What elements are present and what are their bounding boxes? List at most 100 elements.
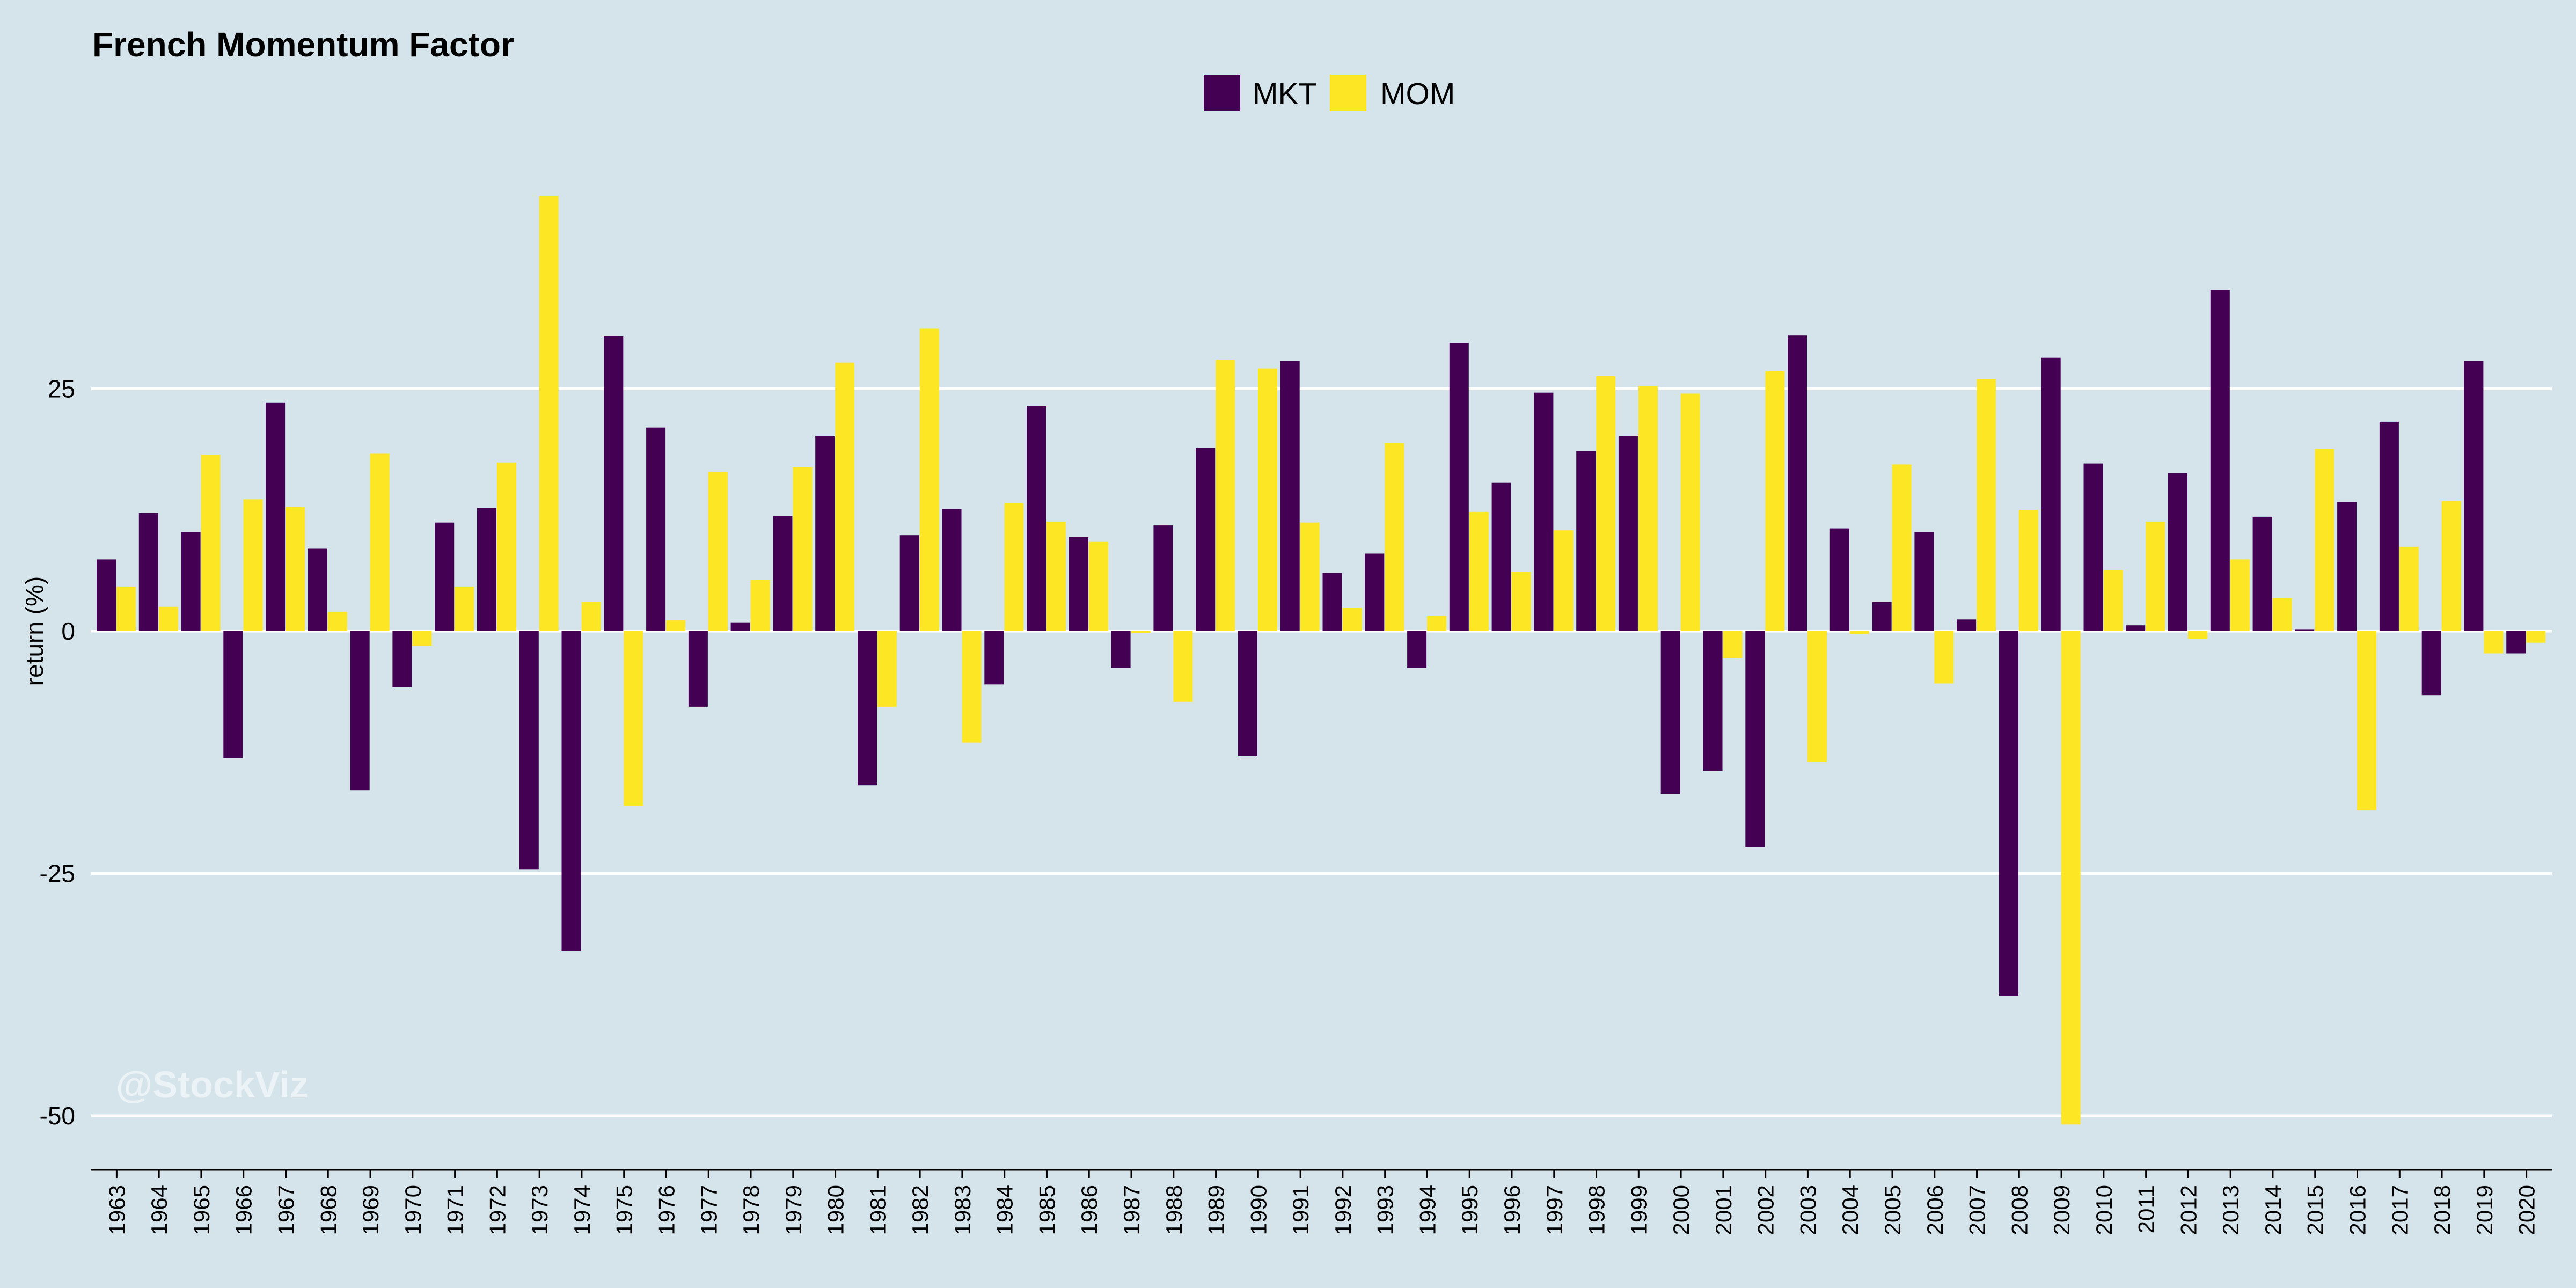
x-tick-label: 2004 xyxy=(1838,1185,1863,1235)
bar-mkt-2002 xyxy=(1745,631,1765,847)
legend-label-mom: MOM xyxy=(1380,77,1455,111)
bar-mkt-1992 xyxy=(1322,573,1342,631)
bar-mkt-1965 xyxy=(181,532,201,631)
bar-mom-1966 xyxy=(243,499,263,631)
bar-mom-1972 xyxy=(497,462,516,631)
bar-mom-2018 xyxy=(2441,501,2461,631)
x-tick-label: 1969 xyxy=(358,1185,383,1235)
x-tick-label: 1998 xyxy=(1584,1185,1609,1235)
bar-mkt-1985 xyxy=(1027,406,1046,631)
bar-mom-2008 xyxy=(2018,510,2038,632)
bar-mkt-1997 xyxy=(1534,392,1554,631)
bar-mom-1986 xyxy=(1088,541,1108,631)
bar-mom-1976 xyxy=(666,620,686,631)
x-tick-label: 1992 xyxy=(1330,1185,1356,1235)
x-tick-label: 1994 xyxy=(1415,1185,1440,1235)
bar-mom-1973 xyxy=(539,196,559,632)
bar-mkt-1979 xyxy=(773,516,793,631)
x-tick-label: 2019 xyxy=(2472,1185,2497,1235)
x-axis: 1963 1964 1965 1966 1967 1968 1969 1970 1971 1972… xyxy=(91,1169,2552,1235)
bar-mkt-2020 xyxy=(2506,631,2526,654)
bar-mom-1977 xyxy=(708,472,728,631)
bar-mom-1967 xyxy=(286,507,305,631)
x-tick-label: 1976 xyxy=(654,1185,679,1235)
bar-mkt-1998 xyxy=(1576,451,1596,631)
bar-mom-2005 xyxy=(1892,464,1912,631)
bar-mkt-2001 xyxy=(1703,631,1723,771)
bar-mom-1984 xyxy=(1004,503,1024,631)
bar-mom-2017 xyxy=(2399,546,2419,631)
bar-mkt-2008 xyxy=(1999,631,2018,996)
x-tick-label: 2006 xyxy=(1922,1185,1948,1235)
x-tick-label: 1986 xyxy=(1077,1185,1102,1235)
x-tick-label: 1987 xyxy=(1119,1185,1144,1235)
bar-mom-1968 xyxy=(327,611,347,631)
bar-mkt-1987 xyxy=(1111,631,1131,668)
bar-mkt-2003 xyxy=(1788,335,1807,631)
bar-mom-2007 xyxy=(1977,379,1996,631)
x-tick-label: 1999 xyxy=(1626,1185,1651,1235)
bar-mkt-2010 xyxy=(2083,463,2103,631)
bar-mkt-1968 xyxy=(308,548,327,631)
bars xyxy=(97,196,2546,1125)
x-tick-label: 1993 xyxy=(1373,1185,1398,1235)
x-tick-label: 1988 xyxy=(1161,1185,1187,1235)
bar-mom-1978 xyxy=(750,580,770,631)
bar-mom-1974 xyxy=(581,602,601,631)
legend: MKT MOM xyxy=(1204,75,1455,111)
x-tick-label: 2015 xyxy=(2303,1185,2328,1235)
bar-mkt-2018 xyxy=(2421,631,2441,696)
bar-mom-2002 xyxy=(1765,371,1785,631)
x-tick-label: 2017 xyxy=(2387,1185,2412,1235)
bar-mkt-1972 xyxy=(477,508,496,631)
x-tick-label: 1989 xyxy=(1204,1185,1229,1235)
bar-mkt-1999 xyxy=(1618,436,1638,631)
bar-mom-2000 xyxy=(1680,393,1700,631)
bar-mom-1987 xyxy=(1131,631,1151,633)
x-tick-label: 2010 xyxy=(2091,1185,2117,1235)
bar-mkt-1978 xyxy=(730,622,750,631)
bar-mkt-2015 xyxy=(2295,629,2315,631)
bar-mom-1998 xyxy=(1596,376,1616,631)
x-tick-label: 1966 xyxy=(231,1185,257,1235)
x-tick-label: 2011 xyxy=(2134,1185,2159,1233)
bar-mkt-2000 xyxy=(1660,631,1680,794)
x-tick-label: 1997 xyxy=(1542,1185,1567,1235)
bar-mom-1990 xyxy=(1258,368,1277,631)
bar-mkt-2013 xyxy=(2210,290,2230,631)
bar-mkt-1983 xyxy=(942,509,962,631)
x-tick-label: 2009 xyxy=(2049,1185,2074,1235)
bar-mkt-1995 xyxy=(1449,343,1469,631)
bar-mkt-1966 xyxy=(223,631,243,758)
bar-mkt-2017 xyxy=(2379,421,2399,631)
bar-mom-2003 xyxy=(1807,631,1827,762)
bar-mkt-1989 xyxy=(1196,448,1216,631)
x-tick-label: 1967 xyxy=(274,1185,299,1235)
x-tick-label: 2012 xyxy=(2176,1185,2201,1235)
x-tick-label: 2003 xyxy=(1795,1185,1820,1235)
bar-mom-1985 xyxy=(1046,521,1066,631)
bar-mom-2012 xyxy=(2188,631,2207,639)
x-tick-label: 1964 xyxy=(147,1185,172,1235)
x-tick-label: 2007 xyxy=(1965,1185,1990,1235)
bar-mkt-1986 xyxy=(1069,537,1088,631)
bar-mom-1995 xyxy=(1469,511,1489,631)
bar-mom-1971 xyxy=(455,586,474,631)
bar-mom-1992 xyxy=(1342,608,1362,631)
bar-mom-2004 xyxy=(1849,631,1869,634)
x-tick-label: 1975 xyxy=(612,1185,637,1235)
bar-mom-1997 xyxy=(1554,530,1574,631)
x-tick-label: 1984 xyxy=(992,1185,1018,1235)
bar-mkt-1970 xyxy=(392,631,412,687)
x-tick-label: 1965 xyxy=(189,1185,214,1235)
bar-mkt-2009 xyxy=(2041,357,2061,631)
x-tick-label: 2016 xyxy=(2345,1185,2370,1235)
bar-mom-2014 xyxy=(2272,598,2292,631)
y-tick-label: 0 xyxy=(61,617,75,645)
x-tick-label: 1982 xyxy=(908,1185,933,1235)
watermark-text: @StockViz xyxy=(116,1064,309,1106)
bar-mkt-1971 xyxy=(435,522,455,631)
bar-mom-1988 xyxy=(1173,631,1193,702)
legend-swatch-mkt xyxy=(1204,75,1240,111)
